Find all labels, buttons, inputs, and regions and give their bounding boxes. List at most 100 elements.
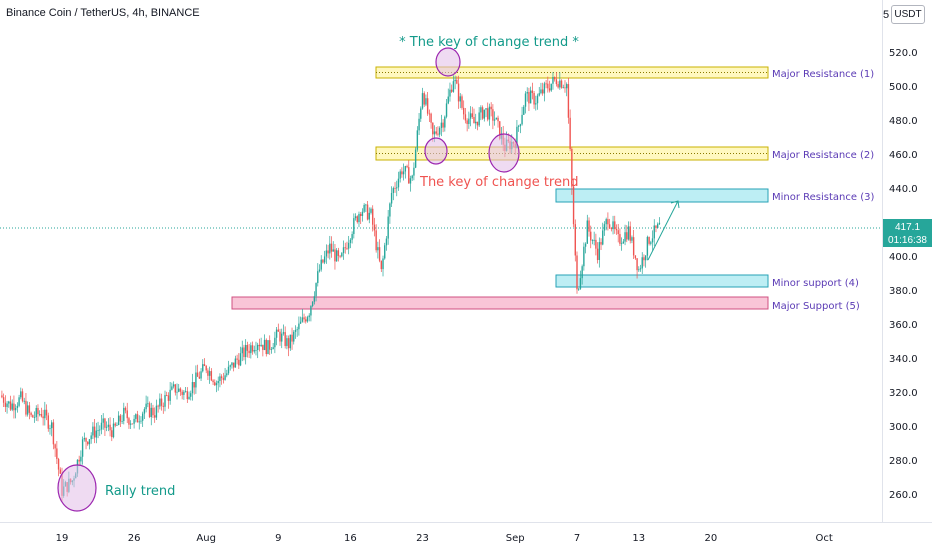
- level-label-2: Major Resistance (2): [772, 150, 874, 161]
- candle-body: [550, 83, 552, 91]
- candle-body: [220, 376, 223, 379]
- candle-body: [37, 407, 39, 415]
- candle-body: [627, 226, 630, 240]
- level-zone-minor-resistance-3[interactable]: [555, 188, 769, 203]
- candle-body: [293, 331, 295, 342]
- highlight-circle-rally[interactable]: [57, 464, 97, 512]
- candle-body: [274, 337, 276, 348]
- x-tick-label: Aug: [196, 533, 216, 544]
- candle-body: [42, 416, 44, 419]
- candle-body: [13, 403, 15, 411]
- candle-body: [351, 234, 353, 240]
- candle-body: [408, 167, 410, 184]
- price-axis[interactable]: 520.0500.0480.0460.0440.0420.0400.0380.0…: [889, 48, 918, 501]
- candle-body: [629, 226, 631, 241]
- candle-body: [560, 80, 563, 88]
- candle-body: [322, 259, 324, 263]
- candle-body: [614, 221, 616, 229]
- candle-body: [88, 439, 91, 445]
- candle-body: [135, 414, 137, 419]
- candle-body: [595, 239, 597, 249]
- candle-body: [387, 216, 389, 239]
- candle-body: [263, 339, 266, 351]
- candle-body: [493, 119, 496, 121]
- candle-body: [95, 430, 98, 438]
- level-zone-major-support-5[interactable]: [231, 296, 769, 310]
- highlight-circle-right[interactable]: [488, 133, 520, 173]
- candle-body: [495, 117, 498, 120]
- candle-body: [196, 372, 199, 377]
- candle-body: [636, 258, 638, 271]
- y-tick-label: 520.0: [889, 48, 918, 59]
- candle-body: [128, 418, 130, 425]
- candle-body: [344, 247, 346, 249]
- candle-body: [246, 344, 249, 351]
- candle-body: [545, 83, 547, 85]
- candle-body: [608, 224, 611, 228]
- candle-body: [421, 93, 424, 109]
- y-tick-label: 260.0: [889, 490, 918, 501]
- time-axis[interactable]: 19 26 Aug 9 16 23 Sep 7 13 20 Oct: [56, 533, 833, 544]
- candle-body: [497, 117, 499, 122]
- candle-body: [327, 250, 329, 254]
- candle-body: [620, 243, 623, 245]
- candle-body: [267, 340, 269, 355]
- candle-body: [523, 106, 525, 115]
- candle-body: [432, 122, 434, 135]
- candle-body: [607, 219, 609, 225]
- candle-body: [287, 338, 290, 349]
- candle-body: [334, 249, 336, 262]
- candle-body: [33, 417, 36, 418]
- candle-body: [318, 269, 321, 272]
- candle-body: [243, 347, 245, 358]
- x-tick-label: 9: [275, 533, 281, 544]
- candle-body: [581, 266, 583, 279]
- candle-body: [454, 79, 456, 82]
- candle-body: [433, 131, 436, 135]
- candle-body: [241, 347, 243, 354]
- candle-body: [231, 362, 233, 366]
- x-tick-label: 23: [416, 533, 429, 544]
- candle-body: [138, 421, 140, 423]
- currency-button[interactable]: USDT: [891, 5, 925, 24]
- candle-body: [8, 401, 10, 404]
- candle-body: [14, 408, 17, 411]
- projection-arrow-line[interactable]: [647, 200, 679, 261]
- candle-body: [234, 358, 237, 368]
- candle-body: [373, 224, 376, 231]
- highlight-circle-left[interactable]: [424, 137, 448, 165]
- candle-body: [299, 321, 302, 324]
- candle-body: [440, 122, 443, 128]
- highlight-circle-top[interactable]: [435, 47, 461, 77]
- candle-body: [159, 398, 161, 407]
- candle-body: [576, 255, 578, 290]
- candle-body: [469, 113, 472, 119]
- candle-body: [541, 89, 544, 94]
- level-zone-minor-support-4[interactable]: [555, 274, 769, 288]
- candle-body: [308, 315, 310, 318]
- candle-body: [538, 93, 540, 96]
- candle-body: [380, 260, 382, 270]
- candle-body: [296, 329, 298, 331]
- candle-body: [471, 113, 473, 118]
- candle-body: [418, 118, 420, 131]
- candle-body: [258, 344, 261, 347]
- candle-body: [147, 403, 149, 405]
- candle-body: [487, 108, 489, 120]
- y-tick-label: 400.0: [889, 252, 918, 263]
- candle-body: [361, 211, 364, 216]
- level-label-3: Minor Resistance (3): [772, 192, 874, 203]
- candle-body: [176, 391, 178, 393]
- candle-body: [4, 402, 7, 407]
- y-tick-label: 360.0: [889, 320, 918, 331]
- candle-body: [442, 122, 444, 128]
- candle-body: [92, 426, 94, 436]
- candle-body: [301, 317, 304, 322]
- candle-body: [141, 413, 144, 421]
- candle-body: [87, 441, 89, 445]
- candle-body: [104, 418, 106, 428]
- candle-body: [632, 237, 635, 256]
- candle-body: [416, 130, 419, 150]
- candle-body: [116, 425, 118, 426]
